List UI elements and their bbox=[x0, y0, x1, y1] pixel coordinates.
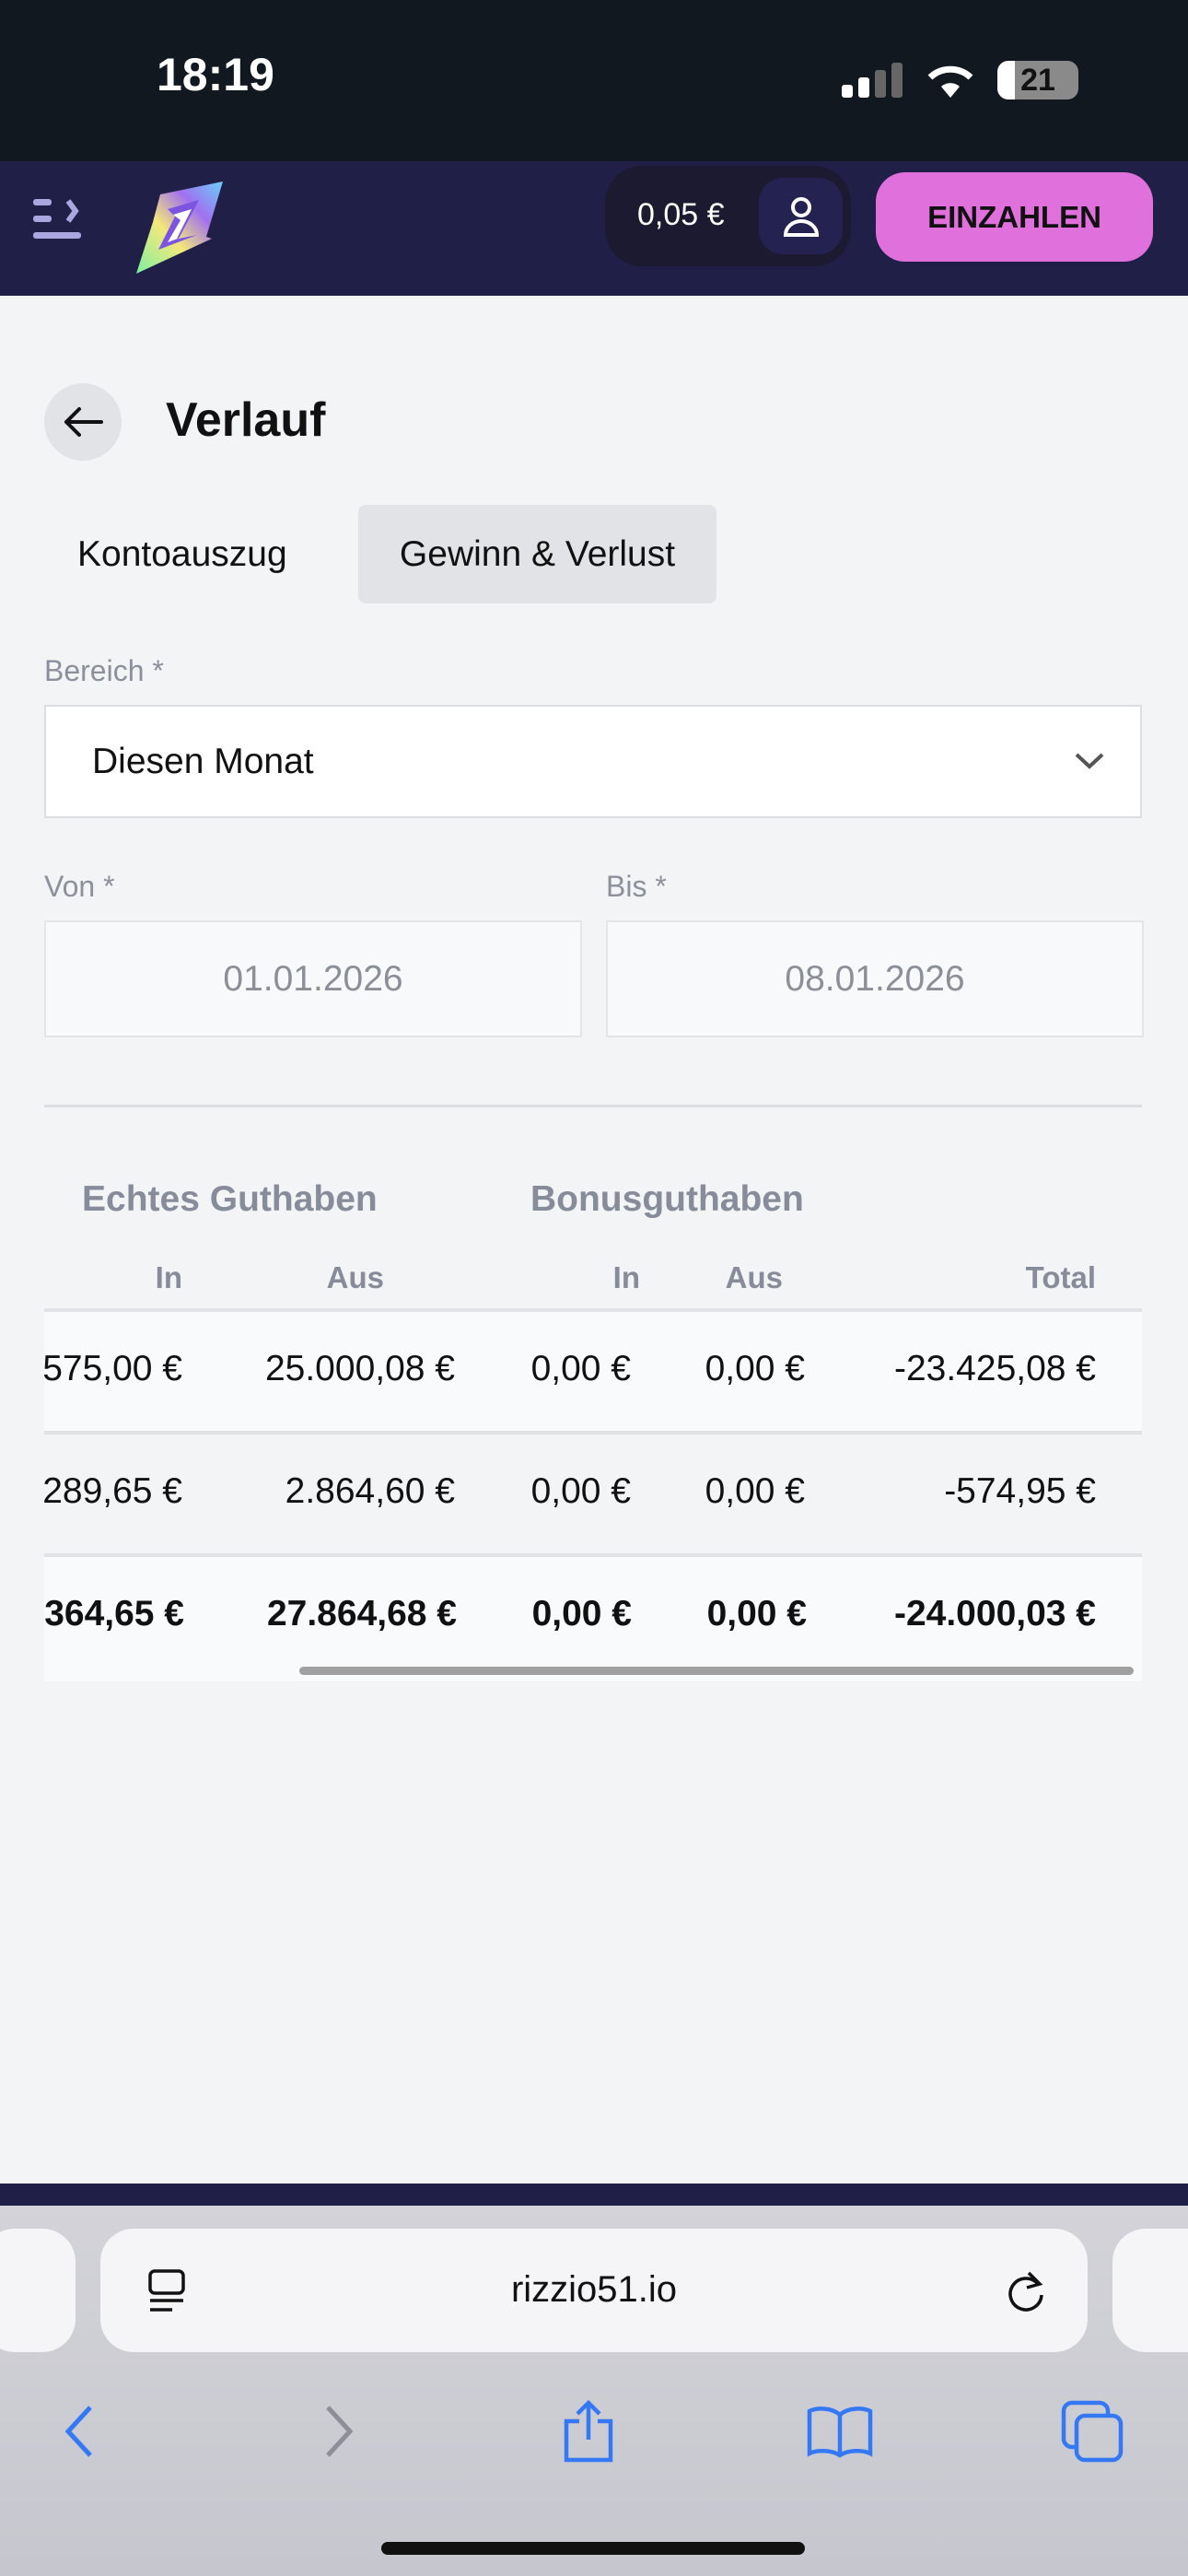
page-menu-icon[interactable] bbox=[146, 2269, 189, 2315]
browser-toolbar: rizzio51.io bbox=[0, 2206, 1188, 2576]
address-bar[interactable]: rizzio51.io bbox=[100, 2229, 1088, 2352]
balance-amount: 0,05 € bbox=[637, 197, 725, 232]
cell: 575,00 € bbox=[44, 1349, 182, 1388]
horizontal-scrollbar[interactable] bbox=[299, 1667, 1134, 1675]
user-icon bbox=[783, 197, 820, 237]
col-header-real-out: Aus bbox=[326, 1260, 384, 1294]
table-row: 575,00 € 25.000,08 € 0,00 € 0,00 € -23.4… bbox=[44, 1308, 1142, 1431]
clock: 18:19 bbox=[157, 49, 274, 100]
divider bbox=[44, 1105, 1142, 1107]
cell: 0,00 € bbox=[705, 1471, 805, 1511]
cell: 25.000,08 € bbox=[264, 1349, 455, 1388]
page-title: Verlauf bbox=[166, 393, 326, 447]
cell: 0,00 € bbox=[530, 1349, 631, 1388]
to-date-input[interactable]: 08.01.2026 bbox=[606, 920, 1144, 1037]
table-total-row: 364,65 € 27.864,68 € 0,00 € 0,00 € -24.0… bbox=[44, 1553, 1142, 1681]
wifi-icon bbox=[927, 65, 973, 98]
tabs-button[interactable] bbox=[1055, 2395, 1129, 2468]
share-button[interactable] bbox=[552, 2395, 625, 2468]
range-value: Diesen Monat bbox=[92, 741, 314, 781]
cell: -23.425,08 € bbox=[893, 1349, 1096, 1388]
col-header-total: Total bbox=[1025, 1260, 1096, 1294]
cell: 0,00 € bbox=[531, 1594, 632, 1633]
cell: -574,95 € bbox=[944, 1471, 1096, 1511]
url-text: rizzio51.io bbox=[510, 2269, 678, 2310]
group-header-bonus: Bonusguthaben bbox=[530, 1179, 804, 1219]
group-header-real: Echtes Guthaben bbox=[82, 1179, 378, 1219]
chevron-right-icon bbox=[326, 2406, 354, 2457]
arrow-left-icon bbox=[64, 407, 103, 437]
cell: -24.000,03 € bbox=[893, 1594, 1096, 1633]
book-icon bbox=[807, 2406, 873, 2458]
col-header-real-in: In bbox=[155, 1260, 182, 1294]
profile-button[interactable] bbox=[759, 178, 843, 254]
menu-icon[interactable] bbox=[33, 195, 83, 241]
bookmarks-button[interactable] bbox=[803, 2395, 877, 2468]
battery-icon: 21 bbox=[997, 61, 1078, 100]
cell: 27.864,68 € bbox=[266, 1594, 457, 1633]
balance-pill[interactable]: 0,05 € bbox=[605, 166, 851, 266]
to-label: Bis * bbox=[606, 870, 667, 903]
status-bar: 18:19 21 bbox=[0, 0, 1188, 161]
chevron-left-icon bbox=[64, 2406, 92, 2457]
range-label: Bereich * bbox=[44, 654, 164, 687]
chevron-down-icon bbox=[1075, 753, 1104, 769]
range-select[interactable]: Diesen Monat bbox=[44, 705, 1142, 818]
pnl-table[interactable]: 575,00 € 25.000,08 € 0,00 € 0,00 € -23.4… bbox=[44, 1308, 1142, 1681]
share-icon bbox=[564, 2399, 613, 2463]
tab-kontoauszug[interactable]: Kontoauszug bbox=[77, 533, 287, 574]
home-indicator bbox=[381, 2542, 805, 2555]
forward-nav-button[interactable] bbox=[302, 2395, 376, 2468]
cell: 289,65 € bbox=[44, 1471, 182, 1511]
signal-icon bbox=[842, 63, 903, 98]
cell: 0,00 € bbox=[706, 1594, 807, 1633]
back-nav-button[interactable] bbox=[42, 2395, 116, 2468]
footer-edge bbox=[0, 2184, 1188, 2206]
cell: 2.864,60 € bbox=[285, 1471, 455, 1511]
from-label: Von * bbox=[44, 870, 115, 903]
table-row: 289,65 € 2.864,60 € 0,00 € 0,00 € -574,9… bbox=[44, 1431, 1142, 1553]
prev-tab-pill[interactable] bbox=[0, 2229, 76, 2352]
from-date-input[interactable]: 01.01.2026 bbox=[44, 920, 582, 1037]
reload-icon[interactable] bbox=[1003, 2267, 1049, 2315]
deposit-button[interactable]: EINZAHLEN bbox=[876, 172, 1153, 262]
cell: 364,65 € bbox=[44, 1594, 184, 1633]
back-button[interactable] bbox=[44, 383, 122, 461]
cell: 0,00 € bbox=[705, 1349, 805, 1388]
col-header-bonus-in: In bbox=[612, 1260, 640, 1294]
cell: 0,00 € bbox=[530, 1471, 631, 1511]
logo[interactable] bbox=[134, 181, 227, 274]
tab-gewinn-verlust[interactable]: Gewinn & Verlust bbox=[358, 505, 716, 603]
next-tab-pill[interactable] bbox=[1112, 2229, 1188, 2352]
tabs-icon bbox=[1061, 2400, 1124, 2463]
site-header: 0,05 € EINZAHLEN bbox=[0, 161, 1188, 296]
col-header-bonus-out: Aus bbox=[725, 1260, 783, 1294]
